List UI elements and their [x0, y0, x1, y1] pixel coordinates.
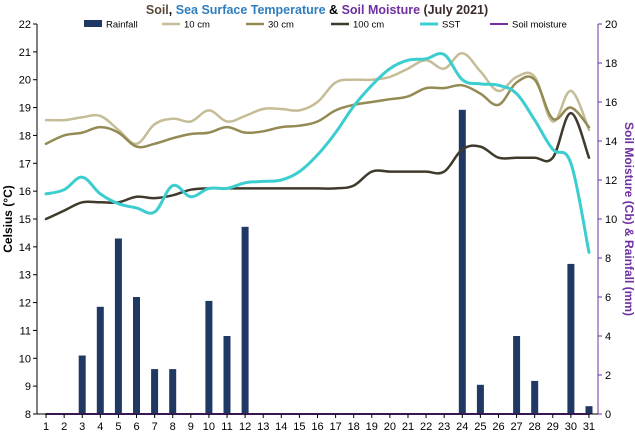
right-tick-label: 8	[605, 253, 611, 265]
legend-label-rainfall: Rainfall	[106, 20, 138, 31]
x-tick-label: 21	[402, 421, 414, 433]
x-tick-label: 8	[170, 421, 176, 433]
title-part-3: &	[326, 3, 342, 17]
chart-title: Soil, Sea Surface Temperature & Soil Moi…	[146, 3, 488, 17]
x-tick-label: 23	[438, 421, 450, 433]
left-tick-label: 10	[19, 353, 31, 365]
left-tick-label: 8	[25, 409, 31, 421]
legend-label-sst: SST	[442, 20, 461, 31]
x-tick-label: 22	[420, 421, 432, 433]
rainfall-bar-day-25	[476, 384, 484, 415]
x-tick-label: 1	[43, 421, 49, 433]
legend: Rainfall 10 cm 30 cm 100 cm SST Soil moisture	[84, 20, 567, 31]
y-axis-right-title: Soil Moisture (Cb) & Rainfall (mm)	[622, 122, 635, 316]
axes: 8910111213141516171819202122024681012141…	[1, 19, 635, 433]
right-tick-label: 14	[605, 136, 617, 148]
rainfall-bars	[78, 109, 593, 415]
x-tick-label: 24	[456, 421, 468, 433]
x-tick-label: 16	[311, 421, 323, 433]
left-tick-label: 20	[19, 75, 31, 87]
rainfall-bar-day-4	[96, 306, 104, 415]
title-part-2: Sea Surface Temperature	[176, 3, 326, 17]
right-tick-label: 20	[605, 19, 617, 31]
x-tick-label: 28	[529, 421, 541, 433]
legend-label-soil_moisture: Soil moisture	[512, 20, 567, 31]
left-tick-label: 9	[25, 381, 31, 393]
left-tick-label: 11	[20, 325, 31, 337]
legend-label-ten_cm: 10 cm	[184, 20, 210, 31]
right-tick-label: 18	[605, 58, 617, 70]
line-ten_cm	[44, 52, 591, 146]
x-tick-label: 25	[474, 421, 486, 433]
x-tick-label: 5	[115, 421, 121, 433]
right-tick-label: 12	[605, 175, 617, 187]
left-tick-label: 21	[19, 47, 31, 59]
x-tick-label: 13	[257, 421, 269, 433]
x-tick-label: 20	[384, 421, 396, 433]
x-tick-label: 27	[510, 421, 522, 433]
x-tick-label: 9	[188, 421, 194, 433]
left-tick-label: 22	[19, 19, 31, 31]
rainfall-bar-day-12	[241, 226, 249, 414]
title-part-1: ,	[169, 3, 176, 17]
x-tick-label: 6	[133, 421, 139, 433]
left-tick-label: 16	[19, 186, 31, 198]
rainfall-bar-day-3	[78, 355, 86, 414]
legend-label-thirty_cm: 30 cm	[268, 20, 294, 31]
title-part-0: Soil	[146, 3, 169, 17]
title-part-5: (July 2021)	[420, 3, 488, 17]
left-tick-label: 18	[19, 130, 31, 142]
x-tick-label: 14	[275, 421, 287, 433]
series-lines	[44, 52, 591, 415]
rainfall-bar-day-8	[169, 369, 177, 414]
x-tick-label: 15	[293, 421, 305, 433]
x-tick-label: 7	[152, 421, 158, 433]
line-hundred_cm	[44, 111, 591, 221]
legend-label-hundred_cm: 100 cm	[353, 20, 384, 31]
left-tick-label: 15	[19, 214, 31, 226]
title-part-4: Soil Moisture	[342, 3, 421, 17]
rainfall-bar-day-5	[114, 238, 122, 414]
x-tick-label: 26	[492, 421, 504, 433]
right-tick-label: 4	[605, 331, 611, 343]
x-tick-label: 31	[583, 421, 595, 433]
left-tick-label: 12	[19, 298, 31, 310]
rainfall-bar-day-28	[531, 380, 539, 414]
x-tick-label: 3	[79, 421, 85, 433]
x-tick-label: 2	[61, 421, 67, 433]
left-tick-label: 14	[19, 242, 31, 254]
title-text: Soil, Sea Surface Temperature & Soil Moi…	[146, 3, 488, 17]
rainfall-bar-day-30	[567, 263, 575, 414]
right-tick-label: 16	[605, 97, 617, 109]
y-axis-left-title: Celsius (°C)	[1, 185, 15, 252]
right-tick-label: 10	[605, 214, 617, 226]
x-tick-label: 11	[221, 421, 232, 433]
x-tick-label: 17	[329, 421, 341, 433]
line-thirty_cm	[44, 75, 591, 149]
x-tick-label: 12	[239, 421, 251, 433]
rainfall-bar-day-31	[585, 406, 593, 414]
line-sst	[44, 52, 591, 254]
x-tick-label: 29	[547, 421, 559, 433]
x-tick-label: 18	[348, 421, 360, 433]
right-tick-label: 6	[605, 292, 611, 304]
rainfall-bar-day-7	[151, 369, 159, 414]
rainfall-bar-day-11	[223, 336, 231, 414]
left-tick-label: 17	[19, 158, 31, 170]
left-tick-label: 19	[19, 103, 31, 115]
x-tick-label: 4	[97, 421, 103, 433]
x-tick-label: 10	[203, 421, 215, 433]
right-tick-label: 0	[605, 409, 611, 421]
left-tick-label: 13	[19, 270, 31, 282]
right-tick-label: 2	[605, 370, 611, 382]
rainfall-bar-day-6	[133, 297, 140, 414]
legend-swatch-rainfall	[84, 20, 102, 27]
x-tick-label: 19	[366, 421, 378, 433]
rainfall-bar-day-10	[205, 300, 213, 414]
rainfall-bar-day-24	[458, 109, 466, 415]
rainfall-bar-day-27	[513, 336, 521, 414]
x-tick-label: 30	[565, 421, 577, 433]
